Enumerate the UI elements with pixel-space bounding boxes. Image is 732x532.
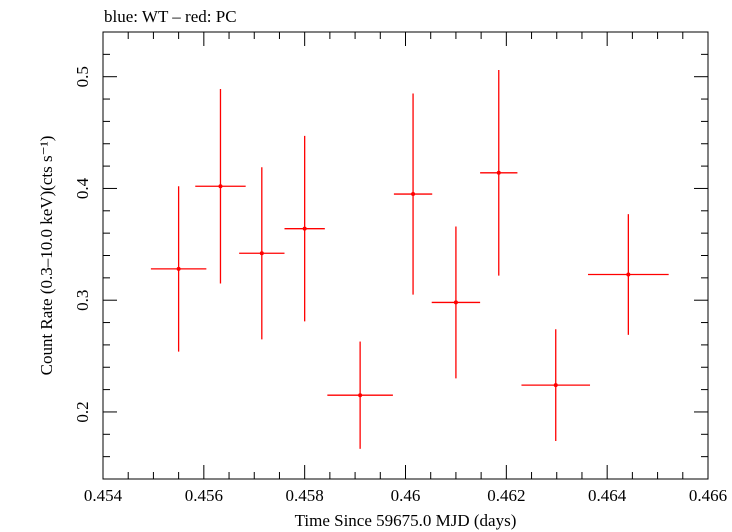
point-marker bbox=[553, 383, 558, 388]
y-tick-label: 0.5 bbox=[73, 66, 92, 87]
point-marker bbox=[358, 393, 363, 398]
data-point bbox=[588, 214, 669, 335]
y-tick-label: 0.3 bbox=[73, 290, 92, 311]
point-marker bbox=[176, 266, 181, 271]
x-tick-label: 0.466 bbox=[689, 486, 727, 505]
axis-ticks bbox=[102, 31, 709, 480]
chart-title: blue: WT – red: PC bbox=[104, 7, 237, 26]
point-marker bbox=[259, 251, 264, 256]
data-point bbox=[431, 226, 481, 379]
x-tick-label: 0.46 bbox=[391, 486, 421, 505]
point-marker bbox=[411, 192, 416, 197]
x-tick-label: 0.454 bbox=[84, 486, 123, 505]
x-tick-label: 0.456 bbox=[185, 486, 223, 505]
x-tick-labels: 0.454 0.456 0.458 0.46 0.462 0.464 0.466 bbox=[84, 486, 727, 505]
point-marker bbox=[496, 170, 501, 175]
y-tick-label: 0.2 bbox=[73, 401, 92, 422]
data-point bbox=[521, 329, 591, 442]
data-point bbox=[284, 135, 325, 322]
point-marker bbox=[302, 226, 307, 231]
x-tick-label: 0.458 bbox=[286, 486, 324, 505]
data-point bbox=[150, 186, 207, 352]
point-marker bbox=[218, 184, 223, 189]
data-point bbox=[480, 69, 518, 276]
data-point bbox=[195, 88, 246, 284]
data-point bbox=[239, 167, 285, 340]
plot-frame bbox=[102, 31, 709, 480]
x-tick-label: 0.462 bbox=[487, 486, 525, 505]
point-marker bbox=[453, 300, 458, 305]
data-points bbox=[150, 69, 669, 449]
x-axis-label: Time Since 59675.0 MJD (days) bbox=[295, 511, 517, 530]
x-tick-label: 0.464 bbox=[588, 486, 627, 505]
y-axis-label: Count Rate (0.3–10.0 keV)(cts s⁻¹) bbox=[37, 136, 56, 376]
y-tick-label: 0.4 bbox=[73, 177, 92, 199]
point-marker bbox=[626, 272, 631, 277]
y-tick-labels: 0.2 0.3 0.4 0.5 bbox=[73, 66, 92, 423]
data-point bbox=[327, 341, 393, 449]
data-point bbox=[393, 93, 433, 295]
